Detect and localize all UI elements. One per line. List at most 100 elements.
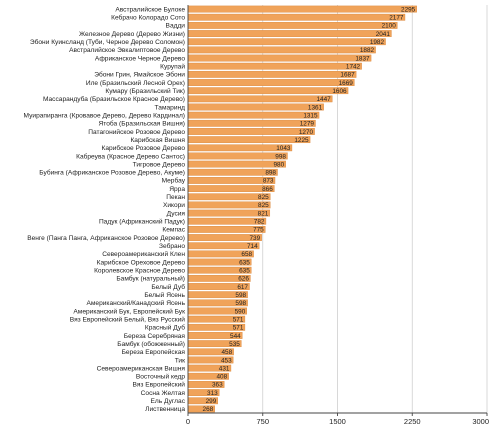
category-label: Австралийское Эвкалиптовое Дерево [69,46,185,54]
value-label: 775 [253,227,264,234]
value-label: 571 [233,325,244,332]
category-label: Кумару (Бразильский Тик) [105,87,185,95]
value-label: 598 [235,300,246,307]
category-label: Королевское Красное Дерево [94,268,185,275]
category-label: Эбони Куинсланд (Туби, Черное Дерево Сол… [30,38,185,46]
category-label: Американский/Канадский Ясень [86,299,185,307]
value-label: 1361 [308,104,323,111]
bar [187,5,417,13]
category-label: Береза Европейская [122,348,186,356]
value-label: 299 [206,398,217,405]
category-label: Ятоба (Бразильская Вишня) [99,120,185,128]
category-label: Вяз Европейский [133,381,186,389]
value-label: 617 [237,284,248,291]
category-label: Белый Дуб [151,283,185,291]
category-label: Восточный кедр [136,373,185,381]
value-label: 1606 [332,88,347,95]
category-label: Тигровое Дерево [133,161,186,168]
category-label: Береза Серебряная [124,332,186,340]
bar [187,152,288,160]
category-label: Североамериканский Клен [102,250,185,258]
category-label: Бамбук (обожженный) [117,340,185,348]
value-label: 1687 [340,72,355,79]
bar [187,103,324,111]
bar [187,62,362,70]
category-label: Американский Бук, Европейский Бук [73,307,185,315]
category-label: Африканское Черное Дерево [95,55,185,62]
category-label: Иле (Бразильский Лесной Орех) [86,79,185,87]
value-label: 1043 [276,145,291,152]
category-label: Белый Ясень [144,291,185,299]
category-label: Бамбук (натуральный) [116,275,185,283]
bar [187,22,398,29]
value-label: 363 [212,382,223,389]
value-label: 1837 [355,55,370,62]
category-label: Тик [175,357,185,364]
value-label: 1270 [299,129,314,136]
value-label: 626 [238,276,249,283]
x-tick-label: 1500 [329,417,346,426]
bar [187,87,349,95]
bar [187,95,333,103]
bar [187,38,386,46]
value-label: 825 [258,202,269,209]
bar [187,79,355,86]
value-label: 1742 [346,64,361,71]
category-label: Карибское Розовое Дерево [102,144,186,152]
value-label: 998 [275,153,286,160]
category-label: Австралийское Булоке [115,5,185,13]
value-label: 873 [263,178,274,185]
category-label: Бубинга (Африканское Розовое Дерево, Аку… [39,169,185,177]
value-label: 2295 [401,6,416,13]
value-label: 825 [258,194,269,201]
value-label: 658 [241,251,252,258]
value-label: 598 [235,292,246,299]
value-label: 739 [249,235,260,242]
category-label: Сосна Желтая [141,390,186,397]
value-label: 1882 [360,47,375,54]
category-label: Пекан [166,194,185,201]
category-label: Массарандуба (Бразильское Красное Дерево… [43,95,185,103]
value-label: 268 [203,406,214,413]
value-label: 635 [239,259,250,266]
value-label: 431 [219,365,230,372]
value-label: 782 [254,219,265,226]
x-tick-label: 0 [186,417,190,426]
category-label: Курупай [160,63,185,71]
value-label: 571 [233,316,244,323]
value-label: 2041 [376,31,391,38]
bar [187,168,278,176]
category-label: Карибская Вишня [130,136,185,144]
bar [187,160,286,168]
bar [187,54,372,62]
category-label: Лиственница [145,406,185,413]
value-label: 1447 [316,96,331,103]
category-label: Кебрачо Колорадо Сото [111,14,185,22]
category-label: Красный Дуб [145,324,185,332]
category-label: Мербау [162,177,186,185]
category-label: Кабреува (Красное Дерево Сантос) [76,152,185,160]
value-label: 535 [229,341,240,348]
category-label: Ярра [169,186,185,193]
category-label: Эбони Грин, Ямайское Эбони [94,71,185,79]
value-label: 1315 [303,112,318,119]
value-label: 1225 [294,137,309,144]
bar [187,111,320,119]
x-axis: 0 750 1500 2250 3000 [186,5,489,426]
bar [187,46,376,54]
bar [187,13,406,21]
category-label: Патагонийское Розовое Дерево [88,128,185,136]
value-label: 635 [239,268,250,275]
value-label: 590 [235,308,246,315]
category-label: Зебрано [159,242,185,250]
value-label: 453 [221,357,232,364]
bar [187,70,357,78]
value-label: 1982 [370,39,385,46]
value-label: 458 [221,349,232,356]
bar [187,30,392,37]
category-label: Вадди [166,23,186,30]
category-label: Венге (Панга Панга, Африканское Розовое … [27,235,185,242]
value-label: 821 [258,210,269,217]
